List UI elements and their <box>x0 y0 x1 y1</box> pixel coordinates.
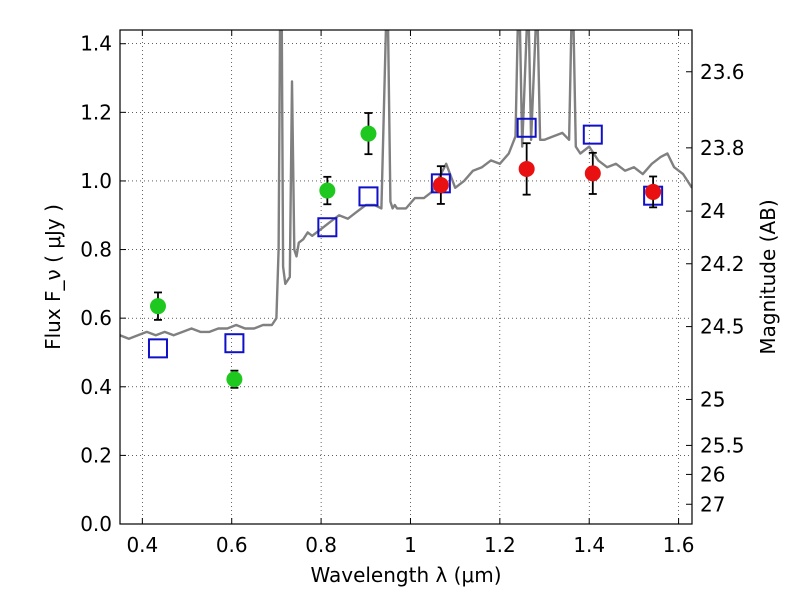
y-tick-label: 0.4 <box>80 375 112 399</box>
magnitude-tick-label: 27 <box>700 492 725 516</box>
x-axis-label: Wavelength λ (μm) <box>310 563 501 587</box>
model-spectrum-line <box>120 30 692 340</box>
model-photometry-square <box>317 217 338 238</box>
y-tick-label: 1.2 <box>80 100 112 124</box>
y-tick-label: 0.8 <box>80 238 112 262</box>
observed-markers <box>149 112 662 389</box>
observed-photometry-point <box>518 160 535 177</box>
plot-frame <box>119 29 693 525</box>
model-photometry-square <box>147 338 168 359</box>
model-photometry-square <box>582 124 603 145</box>
x-tick-label: 1 <box>404 533 417 557</box>
model-photometry-square <box>516 117 537 138</box>
y-tick-label: 1.4 <box>80 32 112 56</box>
x-tick-label: 0.8 <box>305 533 337 557</box>
model-photometry-square <box>358 186 379 207</box>
y-axis-ticks: 0.0 0.2 0.4 0.6 0.8 1.0 1.2 1.4 <box>80 32 126 536</box>
magnitude-tick-label: 24.5 <box>700 315 745 339</box>
magnitude-axis-label: Magnitude (AB) <box>756 199 780 354</box>
y-axis-label: Flux F_ν ( μJy ) <box>41 204 65 350</box>
observed-photometry-point <box>584 165 601 182</box>
magnitude-tick-label: 24.2 <box>700 252 745 276</box>
model-photometry-square <box>224 333 245 354</box>
observed-photometry-point <box>645 183 662 200</box>
magnitude-tick-label: 25.5 <box>700 433 745 457</box>
x-tick-label: 1.2 <box>484 533 516 557</box>
observed-photometry-point <box>149 298 166 315</box>
observed-photometry-point <box>360 125 377 142</box>
observed-photometry-point <box>319 182 336 199</box>
observed-photometry-point <box>226 371 243 388</box>
plot-background <box>120 30 692 524</box>
magnitude-tick-label: 25 <box>700 387 725 411</box>
magnitude-tick-label: 24 <box>700 199 725 223</box>
observed-photometry-point <box>432 177 449 194</box>
x-tick-label: 0.4 <box>126 533 158 557</box>
x-axis-ticks: 0.4 0.6 0.8 1 1.2 1.4 1.6 <box>126 30 695 557</box>
y-tick-label: 0.2 <box>80 443 112 467</box>
y-tick-label: 0.6 <box>80 306 112 330</box>
x-tick-label: 0.6 <box>216 533 248 557</box>
magnitude-tick-label: 23.6 <box>700 60 745 84</box>
y-tick-label: 1.0 <box>80 169 112 193</box>
spectrum-layer <box>120 30 692 340</box>
y-tick-label: 0.0 <box>80 512 112 536</box>
x-tick-label: 1.4 <box>573 533 605 557</box>
x-tick-label: 1.6 <box>663 533 695 557</box>
magnitude-tick-label: 26 <box>700 462 725 486</box>
magnitude-tick-label: 23.8 <box>700 136 745 160</box>
magnitude-axis-ticks: 23.6 23.8 24 24.2 24.5 25 25.5 26 27 <box>686 60 745 516</box>
